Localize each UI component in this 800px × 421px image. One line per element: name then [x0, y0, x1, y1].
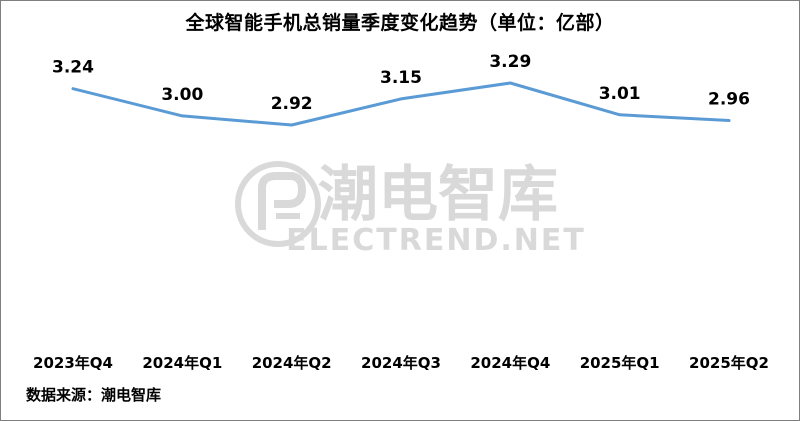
- x-tick-label: 2025年Q1: [580, 354, 660, 372]
- x-tick-label: 2024年Q3: [361, 354, 441, 372]
- x-tick-label: 2023年Q4: [33, 354, 113, 372]
- data-label: 2.96: [708, 89, 750, 109]
- x-axis-labels: 2023年Q4 2024年Q1 2024年Q2 2024年Q3 2024年Q4 2025年…: [33, 354, 769, 372]
- x-tick-label: 2025年Q2: [689, 354, 769, 372]
- data-label: 3.15: [380, 68, 422, 88]
- data-label: 3.01: [599, 84, 641, 104]
- data-labels: 3.24 3.00 2.92 3.15 3.29 3.01 2.96: [52, 52, 750, 114]
- watermark-cn: 潮电智库: [318, 160, 558, 230]
- data-label: 3.29: [489, 52, 531, 72]
- data-source: 数据来源：潮电智库: [26, 386, 162, 404]
- chart-title: 全球智能手机总销量季度变化趋势（单位：亿部）: [185, 12, 615, 34]
- watermark-logo: [235, 161, 321, 247]
- x-tick-label: 2024年Q1: [142, 354, 222, 372]
- watermark: 潮电智库 ELECTREND.NET: [235, 160, 586, 258]
- x-tick-label: 2024年Q2: [252, 354, 332, 372]
- data-label: 2.92: [271, 94, 313, 114]
- watermark-en: ELECTREND.NET: [286, 223, 586, 258]
- data-label: 3.00: [161, 85, 203, 105]
- data-label: 3.24: [52, 58, 94, 78]
- x-tick-label: 2024年Q4: [470, 354, 550, 372]
- series-line: [71, 81, 731, 127]
